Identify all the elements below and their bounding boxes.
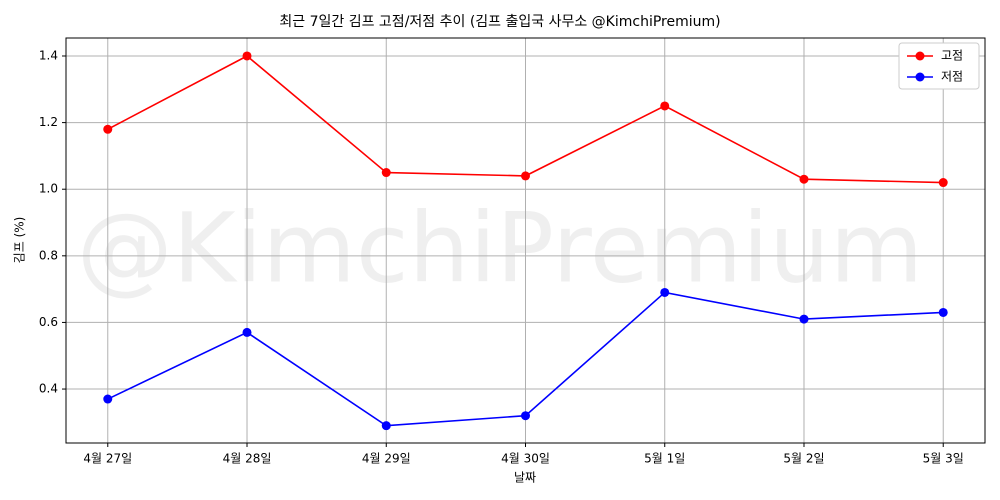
legend-label: 저점 — [941, 70, 963, 84]
chart-title: 최근 7일간 김프 고점/저점 추이 (김프 출입국 사무소 @KimchiPr… — [279, 14, 720, 30]
x-tick-label: 5월 1일 — [644, 452, 685, 466]
marker — [381, 168, 391, 178]
legend-marker — [915, 72, 925, 82]
x-tick-label: 4월 27일 — [83, 452, 132, 466]
y-tick-label: 1.4 — [39, 48, 58, 62]
marker — [103, 124, 113, 134]
legend-marker — [915, 51, 925, 61]
x-tick-label: 5월 2일 — [783, 452, 824, 466]
marker — [381, 421, 391, 431]
marker — [799, 314, 809, 324]
x-axis-label: 날짜 — [514, 471, 536, 485]
marker — [242, 327, 252, 337]
x-tick-label: 4월 29일 — [362, 452, 411, 466]
marker — [521, 411, 530, 421]
marker — [521, 171, 530, 181]
marker — [103, 394, 113, 404]
marker — [660, 287, 670, 297]
x-tick-label: 5월 3일 — [923, 452, 964, 466]
watermark: @KimchiPremium — [77, 192, 924, 304]
legend-box — [898, 42, 980, 90]
y-tick-label: 0.4 — [39, 382, 58, 396]
y-tick-label: 0.8 — [39, 248, 58, 262]
plot-frame — [65, 37, 986, 444]
marker — [938, 307, 948, 317]
y-tick-label: 1.2 — [39, 115, 58, 129]
y-axis-label: 김프 (%) — [13, 217, 27, 264]
y-tick-label: 1.0 — [39, 182, 58, 196]
marker — [242, 51, 252, 61]
x-tick-label: 4월 30일 — [501, 452, 550, 466]
marker — [660, 101, 670, 111]
legend-label: 고점 — [941, 49, 963, 63]
y-tick-label: 0.6 — [39, 315, 58, 329]
marker — [799, 174, 809, 184]
marker — [938, 178, 948, 188]
x-tick-label: 4월 28일 — [223, 452, 272, 466]
